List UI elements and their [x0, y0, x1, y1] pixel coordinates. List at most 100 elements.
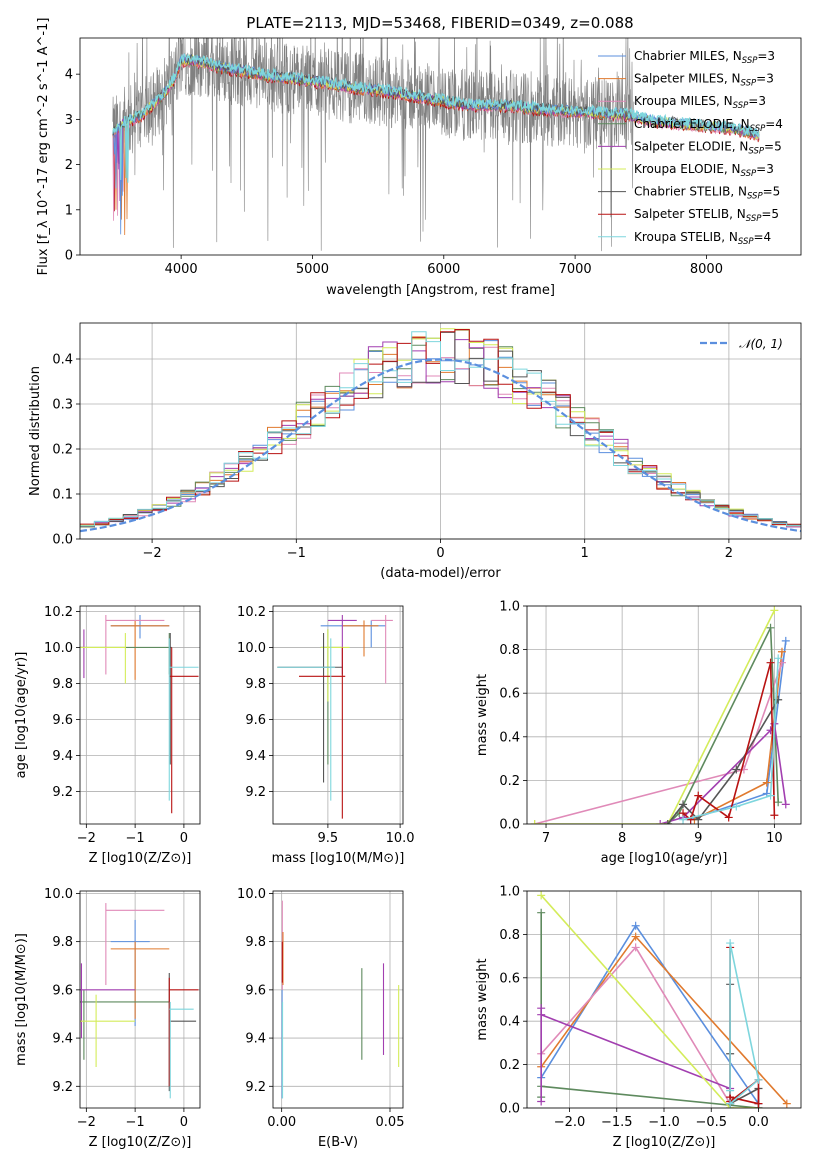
series-point-kroupa_stelib: [766, 791, 775, 800]
series-line-kroupa_elodie: [540, 894, 759, 1108]
series-point-chabrier_stelib: [679, 800, 688, 809]
y-tick-label: 9.4: [245, 1032, 266, 1047]
series-point-kroupa_elodie: [530, 820, 539, 824]
series-point-kroupa_elodie: [770, 606, 779, 615]
x-axis-label: (data-model)/error: [380, 566, 501, 581]
panel-mass_vs_ebv: 0.00 0.05 9.2 9.4 9.6 9.8 10.0 E(B-V): [237, 887, 404, 1150]
series-point-salpeter_miles: [777, 647, 786, 656]
y-axis-label: mass weight: [475, 958, 490, 1040]
y-tick-label: 9.2: [245, 1080, 266, 1095]
series-point-salpeter_miles: [762, 778, 771, 787]
y-tick-label: 1.0: [499, 600, 520, 615]
y-tick-label: 0.0: [499, 1102, 520, 1117]
y-tick-label: 10.2: [44, 605, 73, 620]
series-line-kroupa_stelib: [682, 658, 779, 821]
x-tick-label: 0: [436, 546, 444, 561]
x-tick-label: −2: [143, 546, 162, 561]
plot-area: [281, 900, 400, 1099]
legend-label-salpeter_elodie: Salpeter ELODIE, NSSP=5: [634, 139, 782, 156]
series-point-chabrier_stelib: [663, 820, 672, 824]
axes-frame: [79, 605, 201, 825]
series-point-kroupa_miles: [777, 658, 786, 667]
x-tick-label: 5000: [296, 262, 329, 277]
series-point-salpeter_stelib: [724, 813, 733, 822]
errorbar-salpeter_stelib: [299, 647, 346, 819]
y-tick-label: 9.4: [52, 1032, 73, 1047]
y-axis-label: Normed distribution: [28, 366, 43, 496]
series-point-kroupa_stelib: [679, 815, 688, 824]
legend-label-normal: 𝒩(0, 1): [739, 337, 783, 351]
legend-label-chabrier_stelib: Chabrier STELIB, NSSP=5: [634, 185, 780, 202]
y-tick-label: 1.0: [499, 885, 520, 900]
x-axis-label: mass [log10(M/M⊙)]: [272, 851, 405, 866]
x-axis-label: Z [log10(Z/Z⊙)]: [613, 1135, 716, 1150]
legend: Chabrier MILES, NSSP=3 Salpeter MILES, NS…: [598, 49, 783, 247]
y-tick-label: 0.8: [499, 928, 520, 943]
series-line-kroupa_elodie: [534, 610, 776, 824]
errorbar-salpeter_miles: [342, 620, 379, 657]
errorbar-kroupa_miles: [371, 615, 393, 684]
series-point-kroupa_stelib: [726, 1099, 735, 1108]
y-tick-label: 10.0: [237, 641, 266, 656]
panel-spectrum: 4000 5000 6000 7000 8000 0 1 2 3 4 Chabrier MILES,…: [36, 18, 802, 298]
x-axis-label: Z [log10(Z/Z⊙)]: [89, 1135, 192, 1150]
series-point-chabrier_stelib: [732, 765, 741, 774]
x-tick-label: 7000: [559, 262, 592, 277]
x-tick-label: 8000: [690, 262, 723, 277]
errorbar-salpeter_stelib: [169, 647, 199, 814]
legend-label-chabrier_elodie: Chabrier ELODIE, NSSP=4: [634, 117, 783, 134]
plot-area: [530, 606, 790, 824]
errorbar-kroupa_elodie: [80, 994, 136, 1068]
y-tick-label: 9.6: [245, 713, 266, 728]
legend-label-salpeter_miles: Salpeter MILES, NSSP=3: [634, 72, 774, 89]
y-tick-label: 0.8: [499, 643, 520, 658]
x-tick-label: 10.0: [386, 831, 415, 846]
x-tick-label: −1: [126, 1115, 145, 1130]
y-tick-label: 9.6: [52, 983, 73, 998]
legend-label-salpeter_stelib: Salpeter STELIB, NSSP=5: [634, 207, 779, 224]
errorbar-salpeter_stelib: [168, 977, 199, 1087]
series-point-salpeter_elodie: [766, 726, 775, 735]
series-point-chabrier_elodie: [766, 623, 775, 632]
x-tick-label: 0: [180, 1115, 188, 1130]
panel-weight_vs_z: −2.0 −1.5 −1.0 −0.5 0.0 0.0 0.2 0.4 0.6 0.8 1.0 Z […: [475, 885, 802, 1150]
errorbar-kroupa_elodie: [320, 629, 350, 702]
model-line-kroupa_stelib: [112, 52, 760, 183]
series-line-kroupa_stelib: [729, 942, 760, 1105]
legend: 𝒩(0, 1): [700, 337, 783, 351]
series-point-salpeter_miles: [782, 1099, 791, 1108]
y-tick-label: 1: [65, 203, 73, 218]
y-tick-label: 9.8: [245, 677, 266, 692]
axes-frame: [526, 605, 802, 825]
errorbar-kroupa_miles: [105, 903, 165, 986]
series-point-chabrier_elodie: [774, 798, 783, 807]
y-tick-label: 0.0: [52, 533, 73, 548]
x-tick-label: 10: [766, 831, 783, 846]
errorbar-chabrier_elodie: [80, 989, 170, 1060]
x-tick-label: 8: [618, 831, 626, 846]
y-tick-label: 0: [65, 249, 73, 264]
y-axis-label: mass weight: [475, 674, 490, 756]
plot-area: [277, 615, 393, 819]
y-tick-label: 10.0: [237, 887, 266, 902]
x-tick-label: −1: [126, 831, 145, 846]
x-axis-label: wavelength [Angstrom, rest frame]: [326, 283, 555, 298]
y-tick-label: 0.4: [499, 1015, 520, 1030]
axes-frame: [79, 890, 201, 1109]
series-point-kroupa_elodie: [537, 891, 546, 900]
errorbar-kroupa_stelib: [168, 638, 199, 801]
axes-frame: [272, 605, 404, 825]
x-axis-label: age [log10(age/yr)]: [601, 851, 728, 866]
y-tick-label: 0.3: [52, 398, 73, 413]
series-point-salpeter_elodie: [537, 1097, 546, 1106]
panel-mass_vs_z: −2 −1 0 9.2 9.4 9.6 9.8 10.0 Z [log10(Z/Z⊙)] mass…: [14, 887, 201, 1150]
series-point-salpeter_miles: [631, 932, 640, 941]
x-axis-label: Z [log10(Z/Z⊙)]: [89, 851, 192, 866]
series-point-salpeter_elodie: [537, 1010, 546, 1019]
y-tick-label: 10.0: [44, 887, 73, 902]
plot-area: [112, 38, 760, 252]
residual-hist-kroupa_stelib: [80, 331, 801, 530]
errorbar-kroupa_miles: [105, 615, 165, 675]
x-tick-label: 0.05: [376, 1115, 405, 1130]
